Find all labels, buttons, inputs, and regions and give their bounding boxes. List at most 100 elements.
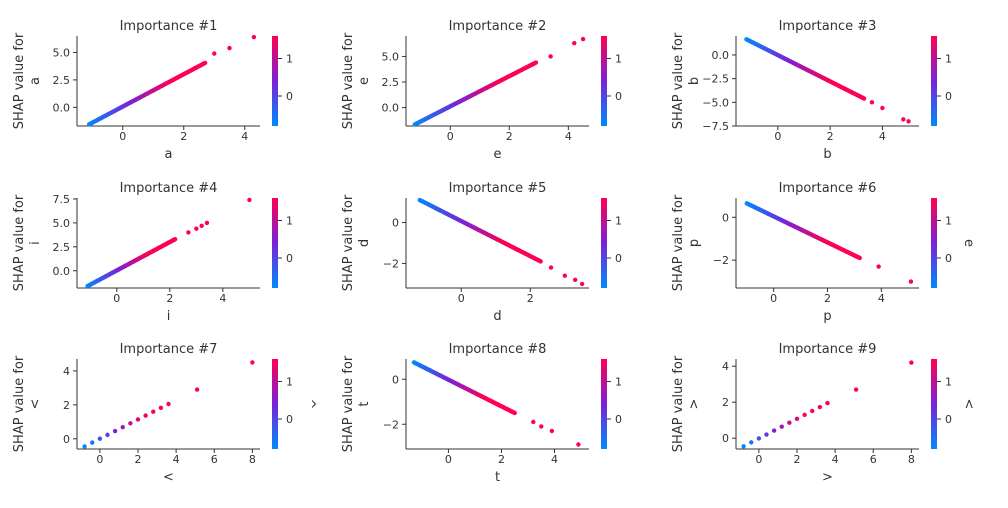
colorbar-tick-label: 1 (286, 215, 293, 228)
colorbar-tick-label: 1 (615, 53, 622, 66)
y-tick-label: 0 (392, 373, 399, 386)
data-point (802, 412, 807, 418)
x-tick-label: 0 (770, 292, 777, 305)
data-point (779, 424, 784, 429)
x-tick-label: 2 (498, 453, 505, 466)
x-axis-label: t (495, 470, 500, 485)
x-tick-label: 4 (878, 292, 885, 305)
y-axis-label: SHAP value for (671, 194, 686, 291)
x-tick-label: 4 (879, 130, 886, 143)
colorbar-tick-label: 0 (286, 90, 293, 103)
data-point (166, 401, 171, 407)
colorbar-tick-label: 0 (945, 252, 952, 265)
data-point (538, 259, 543, 264)
x-tick-label: 4 (832, 453, 839, 466)
x-tick-label: 4 (565, 130, 572, 143)
data-point (90, 440, 95, 445)
data-point (158, 405, 164, 411)
y-tick-label: 0 (63, 433, 70, 446)
data-point (128, 421, 133, 426)
y-tick-label: 2.5 (382, 76, 400, 89)
data-point (533, 60, 539, 65)
y-axis-label-feature: t (357, 401, 372, 406)
data-point (562, 273, 568, 278)
x-tick-label: 0 (445, 453, 452, 466)
data-point (787, 420, 792, 425)
data-point (194, 226, 199, 231)
y-axis-label: SHAP value for (671, 32, 686, 129)
colorbar (931, 36, 937, 126)
x-tick-label: 2 (824, 292, 831, 305)
y-tick-label: −2 (383, 257, 399, 270)
colorbar-tick-label: 1 (615, 215, 622, 228)
data-point (151, 409, 156, 414)
y-tick-label: 2 (63, 399, 70, 412)
x-tick-label: 2 (527, 292, 534, 305)
y-tick-label: 2.5 (53, 74, 71, 87)
colorbar (601, 36, 607, 126)
y-tick-label: 5.0 (382, 50, 400, 63)
data-point (880, 105, 885, 111)
x-tick-label: 2 (506, 130, 513, 143)
colorbar (601, 198, 607, 288)
panel-title: Importance #8 (449, 342, 547, 357)
data-point (756, 436, 762, 441)
y-axis-label: SHAP value for (341, 32, 356, 129)
x-tick-label: 8 (908, 453, 915, 466)
data-point (876, 264, 881, 269)
x-tick-label: 2 (180, 130, 187, 143)
colorbar-tick-label: 1 (945, 376, 952, 389)
x-tick-label: 0 (458, 292, 465, 305)
data-point (539, 424, 544, 429)
data-point (143, 413, 148, 418)
x-tick-label: 6 (870, 453, 877, 466)
y-axis-label: SHAP value for (671, 355, 686, 452)
y-tick-label: 5.0 (53, 217, 71, 230)
y-tick-label: 4 (63, 365, 70, 378)
data-point (909, 360, 914, 365)
colorbar-tick-label: 0 (286, 252, 293, 265)
colorbar-tick-label: 1 (615, 376, 622, 389)
x-tick-label: 2 (166, 292, 173, 305)
panel-title: Importance #7 (120, 342, 218, 357)
data-point (810, 408, 815, 414)
panel-title: Importance #2 (449, 19, 547, 34)
colorbar-tick-label: 0 (615, 90, 622, 103)
x-tick-label: 4 (241, 130, 248, 143)
data-point (857, 255, 862, 261)
data-point (794, 416, 800, 422)
y-tick-label: 2 (722, 396, 729, 409)
data-point (580, 36, 586, 42)
y-tick-label: −5.0 (702, 96, 729, 109)
x-tick-label: 0 (447, 130, 454, 143)
colorbar-label: e (961, 239, 976, 247)
x-tick-label: 0 (755, 453, 762, 466)
panel-title: Importance #6 (779, 181, 877, 196)
x-axis-label: i (167, 309, 171, 324)
colorbar (272, 198, 278, 288)
x-tick-label: 2 (827, 130, 834, 143)
y-axis-label-feature: p (687, 239, 702, 247)
y-tick-label: 2.5 (53, 241, 71, 254)
data-point (572, 277, 578, 283)
data-point (764, 432, 769, 437)
x-axis-label: < (163, 470, 174, 485)
panel-title: Importance #1 (120, 19, 218, 34)
x-axis-label: a (165, 147, 173, 162)
data-point (212, 51, 217, 56)
colorbar-tick-label: 0 (615, 413, 622, 426)
y-axis-label-feature: a (28, 77, 43, 85)
colorbar-label: ^ (302, 399, 317, 410)
y-tick-label: 0.0 (382, 102, 400, 115)
data-point (771, 428, 777, 433)
colorbar (272, 359, 278, 449)
data-point (97, 436, 103, 441)
